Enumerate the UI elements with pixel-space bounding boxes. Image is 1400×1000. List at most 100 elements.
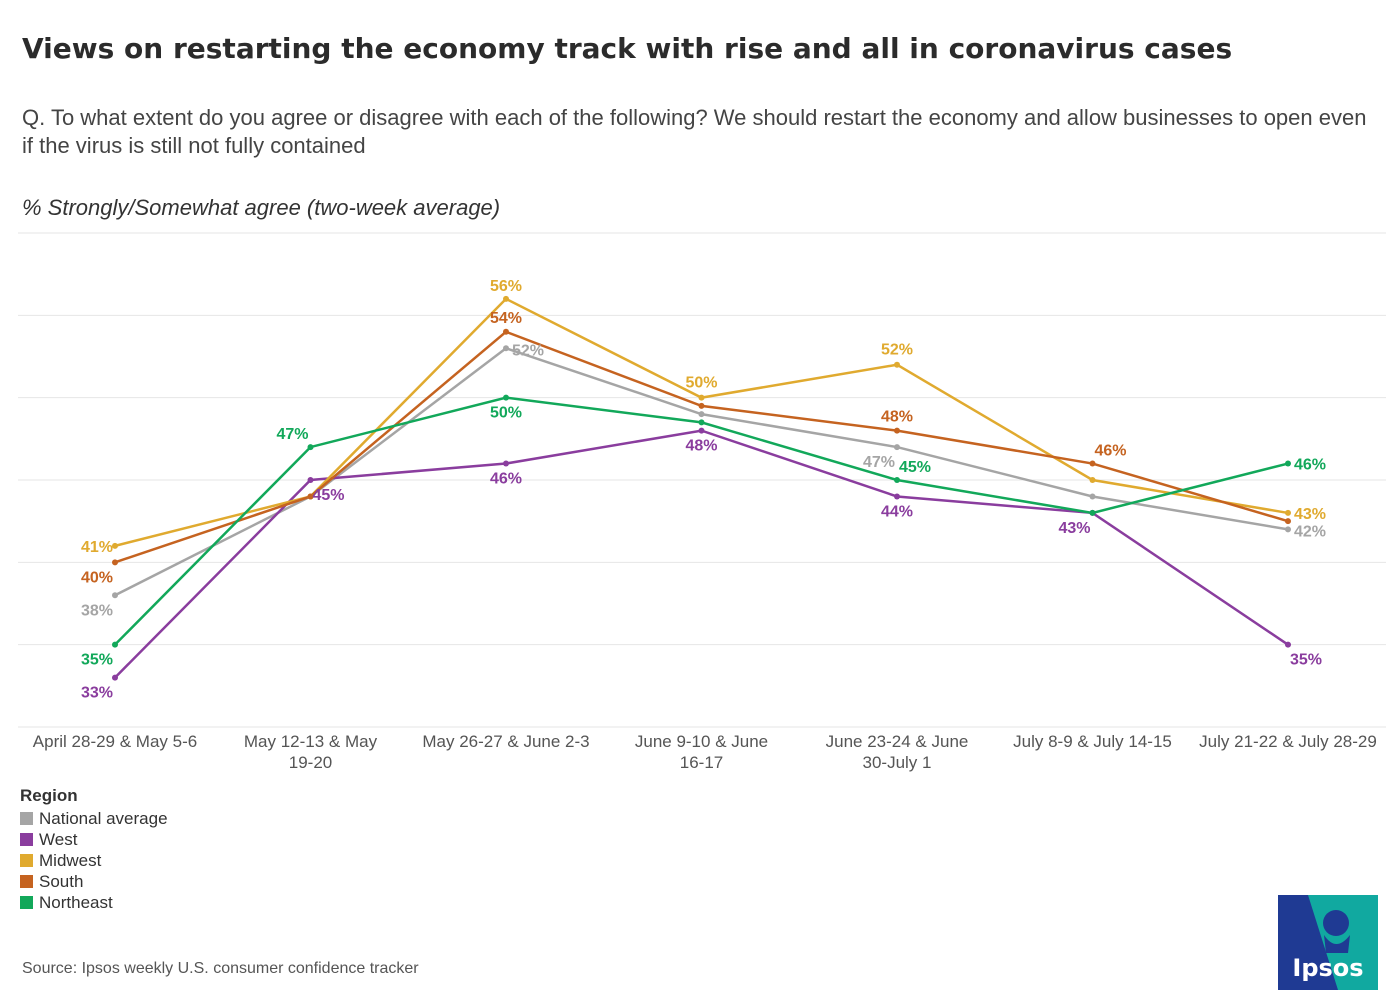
legend-item-west[interactable]: West [20,829,168,850]
legend-label: Northeast [39,892,113,912]
ipsos-logo-graphic [1278,895,1378,990]
data-point [1089,509,1096,516]
data-point [894,427,900,434]
data-point [1089,493,1096,500]
legend-label: National average [39,808,168,828]
data-point [1285,641,1291,648]
x-tick-label-line: 16-17 [680,753,723,772]
data-point [307,477,314,483]
series-points [112,295,1291,681]
legend-swatch [20,854,33,867]
data-label: 46% [1294,457,1326,474]
data-label: 35% [1290,652,1322,669]
legend-item-midwest[interactable]: Midwest [20,850,168,871]
chart-title: Views on restarting the economy track wi… [22,32,1233,65]
data-label: 38% [81,602,113,619]
data-point [112,592,118,599]
legend-swatch [20,896,33,909]
legend-label: Midwest [39,850,102,870]
data-label: 52% [512,342,544,359]
data-label: 48% [881,409,913,426]
data-point [894,444,900,451]
data-label: 46% [1094,443,1126,460]
data-point [1285,460,1291,467]
data-point [698,402,705,409]
data-point [698,427,705,434]
data-label: 35% [81,652,113,669]
data-point [503,328,509,335]
legend: Region National average West Midwest Sou… [20,786,168,913]
legend-title: Region [20,786,78,805]
data-point [698,411,705,418]
data-point [1285,509,1291,516]
data-point [698,394,705,401]
source-note: Source: Ipsos weekly U.S. consumer confi… [22,960,419,977]
line-chart: April 28-29 & May 5-6 May 12-13 & May 19-2… [18,232,1386,772]
x-tick-label-line: 30-July 1 [863,753,932,772]
data-label: 45% [899,459,931,476]
survey-question: Q. To what extent do you agree or disagr… [22,105,1367,158]
data-point [503,394,509,401]
data-label: 46% [490,471,522,488]
x-tick-label: June 9-10 & June 16-17 [635,732,768,772]
data-point [112,542,118,549]
data-label: 56% [490,278,522,295]
data-point [1285,526,1291,533]
data-point [1089,460,1096,467]
x-tick-label: June 23-24 & June 30-July 1 [826,732,969,772]
legend-label: West [39,829,78,849]
data-label: 44% [881,503,913,520]
gridlines [18,232,1386,728]
data-point [1285,518,1291,525]
legend-item-northeast[interactable]: Northeast [20,892,168,913]
data-point [698,419,705,426]
data-point [307,444,314,451]
data-label: 42% [1294,523,1326,540]
data-label: 54% [490,310,522,327]
data-label: 47% [276,426,308,443]
data-point [894,361,900,368]
data-point [503,295,509,302]
data-point [1089,477,1096,483]
x-tick-label-line: June 23-24 & June [826,732,969,751]
data-point [112,641,118,648]
legend-swatch [20,833,33,846]
data-label: 48% [685,438,717,455]
x-tick-label: July 21-22 & July 28-29 [1199,732,1377,751]
data-labels: 38% 52% 47% 42% 33% 45% 46% 48% 44% 43% 35% 41% 56% 5… [81,278,1326,702]
data-label: 45% [312,487,344,504]
data-label: 50% [490,405,522,422]
x-tick-label: May 26-27 & June 2-3 [422,732,589,751]
x-tick-label-line: May 12-13 & May [244,732,378,751]
x-tick-label-line: July 21-22 & July 28-29 [1199,732,1377,751]
data-label: 50% [685,375,717,392]
ipsos-logo: Ipsos [1278,895,1378,990]
x-tick-label: July 8-9 & July 14-15 [1013,732,1172,751]
data-point [503,460,509,467]
data-point [112,559,118,566]
data-label: 43% [1294,506,1326,523]
data-label: 47% [863,454,895,471]
legend-swatch [20,875,33,888]
x-tick-label-line: July 8-9 & July 14-15 [1013,732,1172,751]
data-label: 43% [1058,520,1090,537]
legend-label: South [39,871,84,891]
x-tick-label-line: June 9-10 & June [635,732,768,751]
legend-item-national-average[interactable]: National average [20,808,168,829]
legend-swatch [20,812,33,825]
data-point [894,493,900,500]
data-label: 52% [881,342,913,359]
data-point [112,674,118,681]
legend-item-south[interactable]: South [20,871,168,892]
x-tick-label: April 28-29 & May 5-6 [33,732,197,751]
data-label: 40% [81,569,113,586]
chart-subtitle: % Strongly/Somewhat agree (two-week aver… [22,195,501,220]
data-point [503,345,509,352]
data-label: 33% [81,685,113,702]
x-tick-label-line: May 26-27 & June 2-3 [422,732,589,751]
x-tick-label-line: 19-20 [289,753,332,772]
data-point [894,477,900,483]
x-tick-label: May 12-13 & May 19-20 [244,732,378,772]
logo-text: Ipsos [1292,954,1364,982]
x-axis-tick-labels: April 28-29 & May 5-6 May 12-13 & May 19-2… [33,732,1377,772]
